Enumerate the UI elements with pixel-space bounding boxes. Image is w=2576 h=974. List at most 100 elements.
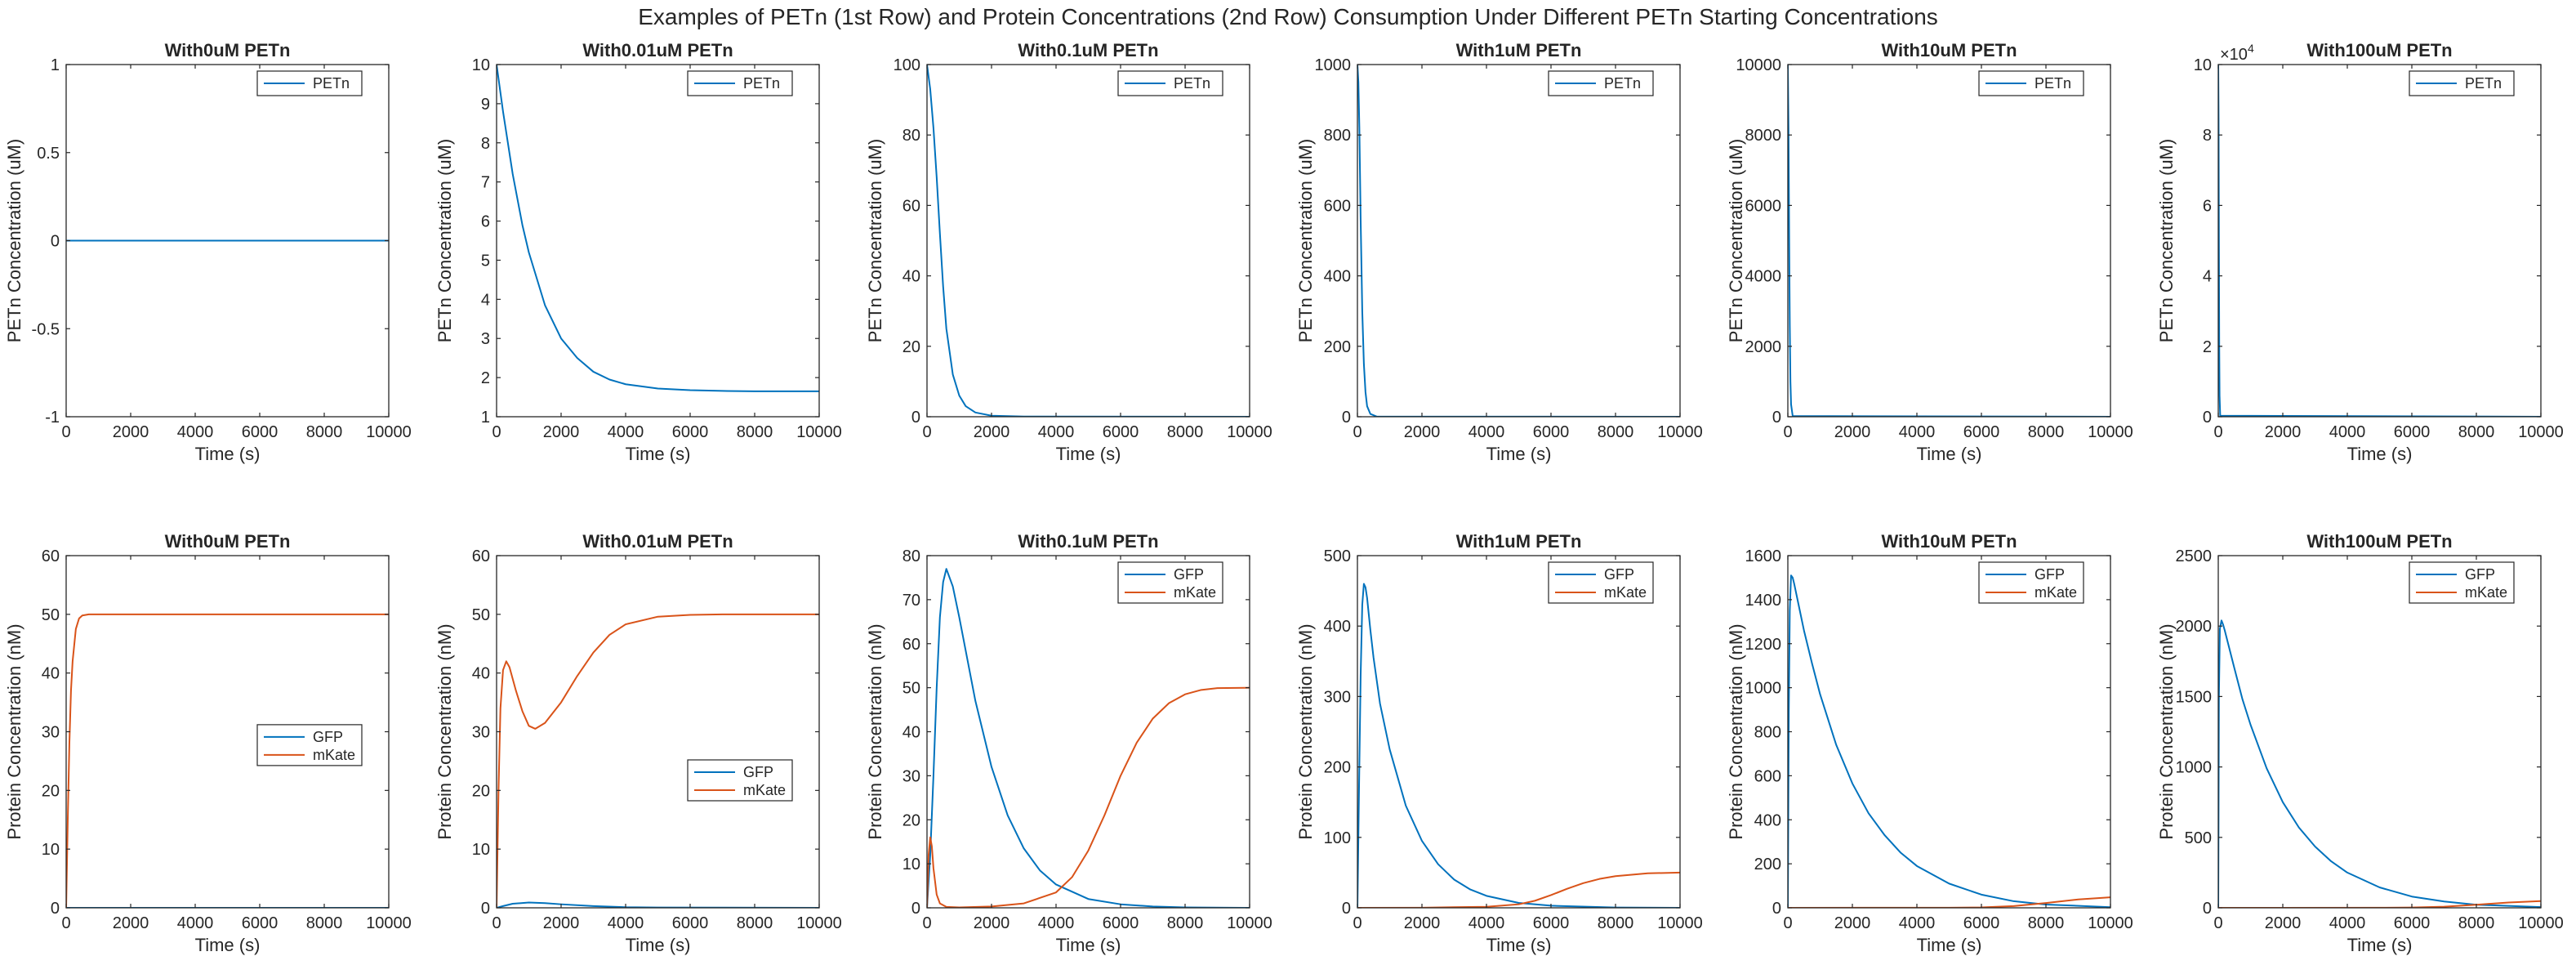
subplot-title: With0uM PETn (165, 40, 291, 60)
series-line-petn (1788, 65, 2110, 417)
y-tick-label: 4000 (1745, 268, 1782, 286)
y-axis-label: PETn Concentration (uM) (435, 139, 455, 342)
y-tick-label: 1 (51, 56, 60, 74)
legend: PETn (1978, 70, 2084, 96)
y-tick-label: 0 (1772, 900, 1781, 918)
series-line-gfp (2218, 619, 2541, 908)
y-tick-label: 2000 (1745, 338, 1782, 356)
y-tick-label: 500 (1324, 547, 1351, 565)
panels: 0 2000 4000 6000 8000 10000-1-0.500.51With0uM… (4, 40, 2564, 955)
y-tick-label: 800 (1754, 724, 1781, 742)
legend-box (1117, 561, 1223, 604)
x-axis-label: Time (s) (1917, 935, 1982, 955)
y-tick-label: 7 (481, 174, 490, 192)
y-tick-label: 50 (472, 606, 490, 624)
legend-box (1548, 561, 1654, 604)
y-tick-label: 20 (902, 811, 920, 829)
legend-label: PETn (1174, 75, 1210, 92)
y-tick-label: 400 (1324, 618, 1351, 636)
y-axis-label: Protein Concentration (nM) (4, 623, 25, 839)
subplot-4: 0 2000 4000 6000 8000 10000 0 200 400 600 800 1000 W… (1295, 40, 1703, 464)
x-tick-label: 0 (492, 914, 501, 932)
series-line-gfp (1788, 574, 2110, 908)
y-tick-label: 10 (902, 856, 920, 873)
y-tick-label: 4 (2203, 268, 2212, 286)
subplot-3: 0 2000 4000 6000 8000 10000 0 20 40 60 80 100 With0.… (865, 40, 1272, 464)
x-tick-label: 10000 (1227, 914, 1272, 932)
legend-box (256, 724, 363, 766)
plot-area (1788, 65, 2110, 417)
axes-frame (2217, 555, 2542, 909)
legend-label: mKate (313, 747, 355, 763)
legend-label: GFP (2035, 566, 2065, 583)
x-tick-label: 10000 (796, 423, 842, 441)
y-axis-label: PETn Concentration (uM) (4, 139, 25, 342)
legend-label: PETn (313, 75, 350, 92)
subplot-title: With10uM PETn (1881, 40, 2017, 60)
y-axis-label: Protein Concentration (nM) (435, 623, 455, 839)
x-tick-label: 6000 (242, 423, 279, 441)
x-tick-label: 4000 (608, 423, 644, 441)
plot-area (2218, 65, 2541, 417)
x-tick-label: 4000 (1468, 423, 1505, 441)
subplot-title: With10uM PETn (1881, 531, 2017, 552)
y-tick-label: 50 (902, 680, 920, 698)
subplot-title: With0uM PETn (165, 531, 291, 552)
x-tick-label: 2000 (974, 914, 1010, 932)
y-tick-label: 8 (481, 135, 490, 153)
series-line-mkate (1357, 871, 1680, 908)
legend-label: mKate (2035, 584, 2077, 601)
y-tick-label: 1000 (1315, 56, 1352, 74)
subplot-8: 0 2000 4000 6000 8000 10000 0 10 20 30 40 50 60 With0… (435, 531, 842, 955)
plot-area (1357, 556, 1680, 908)
y-tick-label: 600 (1754, 767, 1781, 785)
y-tick-label: -1 (45, 409, 60, 427)
legend-label: PETn (1604, 75, 1641, 92)
y-tick-label: 8000 (1745, 127, 1782, 145)
y-axis-label: Protein Concentration (nM) (2156, 623, 2177, 839)
y-tick-label: 0 (2203, 900, 2212, 918)
y-tick-label: 0 (51, 900, 60, 918)
x-tick-label: 2000 (1834, 423, 1871, 441)
y-tick-label: 500 (2185, 829, 2212, 847)
subplot-7: 0 2000 4000 6000 8000 10000 0 10 20 30 40 50 60 With0… (4, 531, 412, 955)
series-line-mkate (927, 686, 1250, 908)
subplot-title: With1uM PETn (1456, 40, 1582, 60)
y-tick-label: 4 (481, 291, 490, 309)
y-tick-label: 70 (902, 592, 920, 610)
x-tick-label: 4000 (1038, 914, 1075, 932)
y-tick-label: 60 (472, 547, 490, 565)
legend-label: mKate (1174, 584, 1216, 601)
plot-area (497, 556, 819, 908)
x-axis-label: Time (s) (626, 935, 691, 955)
x-tick-label: 8000 (2028, 914, 2065, 932)
y-tick-label: 20 (472, 782, 490, 800)
y-tick-label: 600 (1324, 197, 1351, 215)
y-tick-label: 6 (2203, 197, 2212, 215)
x-tick-label: 0 (1353, 914, 1362, 932)
x-tick-label: 8000 (306, 423, 343, 441)
x-tick-label: 4000 (177, 914, 214, 932)
y-tick-label: 1000 (2176, 759, 2213, 777)
x-tick-label: 8000 (2028, 423, 2065, 441)
legend-box (256, 70, 363, 96)
x-tick-label: 0 (2213, 423, 2222, 441)
y-tick-label: 40 (472, 665, 490, 683)
x-tick-label: 6000 (672, 914, 709, 932)
y-tick-label: 50 (42, 606, 60, 624)
x-tick-label: 8000 (306, 914, 343, 932)
y-tick-label: 0 (2203, 409, 2212, 427)
subplot-5: 0 2000 4000 6000 8000 10000 0 2000 4000 6000 8000 1… (1726, 40, 2133, 464)
x-tick-label: 10000 (2518, 423, 2564, 441)
y-tick-label: 20 (902, 338, 920, 356)
x-tick-label: 0 (1783, 914, 1792, 932)
subplot-12: 0 2000 4000 6000 8000 10000 0 500 1000 1500 2000 25… (2156, 531, 2564, 955)
x-tick-label: 6000 (1963, 914, 2000, 932)
y-tick-label: 30 (42, 724, 60, 742)
x-tick-label: 6000 (1963, 423, 2000, 441)
x-axis-label: Time (s) (626, 444, 691, 464)
y-tick-label: 10 (2194, 56, 2212, 74)
legend: PETn (2409, 70, 2515, 96)
x-axis-label: Time (s) (2347, 935, 2413, 955)
